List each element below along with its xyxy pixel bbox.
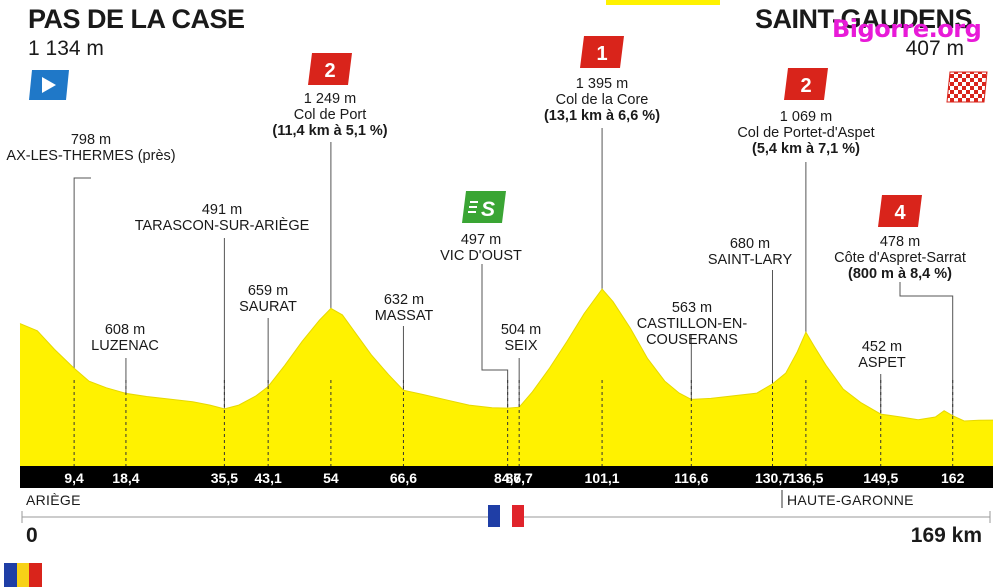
profile-outline bbox=[19, 288, 994, 422]
place-label-aspet: 452 m ASPET bbox=[858, 339, 906, 371]
finish-town: SAINT-GAUDENS bbox=[754, 4, 973, 34]
place-name-line2: COUSERANS bbox=[646, 332, 738, 348]
climb-label-col-de-port: 1 249 m Col de Port (11,4 km à 5,1 %) bbox=[272, 91, 387, 139]
km-marker: 54 bbox=[323, 470, 339, 486]
km-marker: 101,1 bbox=[584, 470, 620, 486]
place-label-castillon: 563 m CASTILLON-EN- COUSERANS bbox=[637, 300, 747, 348]
climb-label-col-de-la-core: 1 395 m Col de la Core (13,1 km à 6,6 %) bbox=[544, 76, 660, 124]
finish-flag-icon bbox=[946, 71, 988, 103]
region-right: HAUTE-GARONNE bbox=[787, 492, 914, 508]
km-bar bbox=[20, 466, 993, 488]
place-altitude: 491 m bbox=[201, 202, 243, 218]
km-marker: 9,4 bbox=[64, 470, 84, 486]
climb-details: (5,4 km à 7,1 %) bbox=[752, 141, 860, 157]
start-altitude: 1 134 m bbox=[28, 37, 104, 60]
place-label-saint-lary: 680 m SAINT-LARY bbox=[708, 236, 792, 268]
km-marker: 149,5 bbox=[863, 470, 899, 486]
sprint-name: VIC D'OUST bbox=[440, 248, 522, 264]
km-dashes bbox=[73, 380, 954, 466]
climb-name: Col de Portet-d'Aspet bbox=[737, 125, 875, 141]
km-marker: 162 bbox=[941, 470, 965, 486]
place-label-tarascon: 491 m TARASCON-SUR-ARIÈGE bbox=[135, 202, 310, 234]
climb-name: Côte d'Aspret-Sarrat bbox=[834, 250, 966, 266]
place-altitude: 632 m bbox=[383, 292, 425, 308]
place-altitude: 680 m bbox=[729, 236, 771, 252]
km-marker: 136,5 bbox=[788, 470, 824, 486]
place-name: AX-LES-THERMES (près) bbox=[6, 148, 176, 164]
km-marker: 84,7 bbox=[494, 470, 522, 486]
place-name: MASSAT bbox=[374, 308, 434, 324]
axis-end-label: 169 km bbox=[910, 524, 982, 547]
top-yellow-bar bbox=[606, 0, 720, 5]
start-flag-icon bbox=[29, 70, 69, 100]
place-label-luzenac: 608 m LUZENAC bbox=[91, 322, 159, 354]
finish-altitude: 407 m bbox=[905, 37, 964, 60]
place-altitude: 563 m bbox=[671, 300, 713, 316]
place-name: TARASCON-SUR-ARIÈGE bbox=[134, 218, 310, 234]
climb-details: (800 m à 8,4 %) bbox=[848, 266, 952, 282]
place-altitude: 608 m bbox=[104, 322, 146, 338]
km-marker: 66,6 bbox=[389, 470, 418, 486]
climb-altitude: 1 069 m bbox=[779, 109, 833, 125]
place-label-ax-les-thermes: 798 m AX-LES-THERMES (près) bbox=[6, 132, 175, 164]
climb-details: (11,4 km à 5,1 %) bbox=[272, 123, 388, 139]
sprint-label: 497 m VIC D'OUST bbox=[440, 232, 522, 264]
sprint-altitude: 497 m bbox=[460, 232, 502, 248]
climb-altitude: 478 m bbox=[879, 234, 921, 250]
climb-category-3: 2 bbox=[800, 75, 811, 97]
france-flag-icon bbox=[488, 505, 524, 527]
climb-name: Col de la Core bbox=[555, 92, 649, 108]
km-marker: 130,7 bbox=[754, 470, 791, 486]
andorra-flag-icon bbox=[4, 563, 43, 587]
climb-category-4: 4 bbox=[894, 202, 906, 224]
climb-label-aspret-sarrat: 478 m Côte d'Aspret-Sarrat (800 m à 8,4 … bbox=[834, 234, 966, 282]
place-name: CASTILLON-EN- bbox=[636, 316, 748, 332]
place-label-massat: 632 m MASSAT bbox=[375, 292, 434, 324]
km-marker: 43,1 bbox=[254, 470, 282, 486]
climb-category-badge-1: 2 bbox=[308, 53, 352, 85]
climb-category-badge-3: 2 bbox=[784, 68, 828, 100]
watermark: Bigorre.org bbox=[832, 15, 982, 43]
place-altitude: 504 m bbox=[500, 322, 542, 338]
climb-category-badge-2: 1 bbox=[580, 36, 624, 68]
place-name: LUZENAC bbox=[91, 338, 159, 354]
climb-altitude: 1 249 m bbox=[303, 91, 357, 107]
profile-area bbox=[20, 289, 993, 466]
climb-category-2: 1 bbox=[596, 43, 607, 65]
km-marker: 18,4 bbox=[112, 470, 140, 486]
axis-start-label: 0 bbox=[26, 524, 38, 547]
km-marker: 35,5 bbox=[210, 470, 238, 486]
climb-details: (13,1 km à 6,6 %) bbox=[543, 108, 661, 124]
km-marker: 86,7 bbox=[505, 470, 533, 486]
place-name: ASPET bbox=[858, 355, 906, 371]
place-altitude: 798 m bbox=[70, 132, 112, 148]
climb-category-badge-4: 4 bbox=[878, 195, 922, 227]
place-altitude: 659 m bbox=[247, 283, 289, 299]
svg-text:S: S bbox=[481, 198, 495, 221]
place-name: SEIX bbox=[504, 338, 538, 354]
place-name: SAINT-LARY bbox=[707, 252, 793, 268]
climb-label-portet-d-aspet: 1 069 m Col de Portet-d'Aspet (5,4 km à … bbox=[737, 109, 874, 157]
place-altitude: 452 m bbox=[861, 339, 903, 355]
place-label-saurat: 659 m SAURAT bbox=[239, 283, 297, 315]
climb-altitude: 1 395 m bbox=[575, 76, 629, 92]
region-left: ARIÈGE bbox=[26, 492, 81, 508]
place-name: SAURAT bbox=[239, 299, 297, 315]
place-label-seix: 504 m SEIX bbox=[501, 322, 541, 354]
climb-name: Col de Port bbox=[293, 107, 367, 123]
climb-category-1: 2 bbox=[324, 60, 335, 82]
km-marker: 116,6 bbox=[674, 470, 709, 486]
sprint-icon: S bbox=[462, 191, 506, 223]
start-town: PAS DE LA CASE bbox=[28, 4, 245, 34]
